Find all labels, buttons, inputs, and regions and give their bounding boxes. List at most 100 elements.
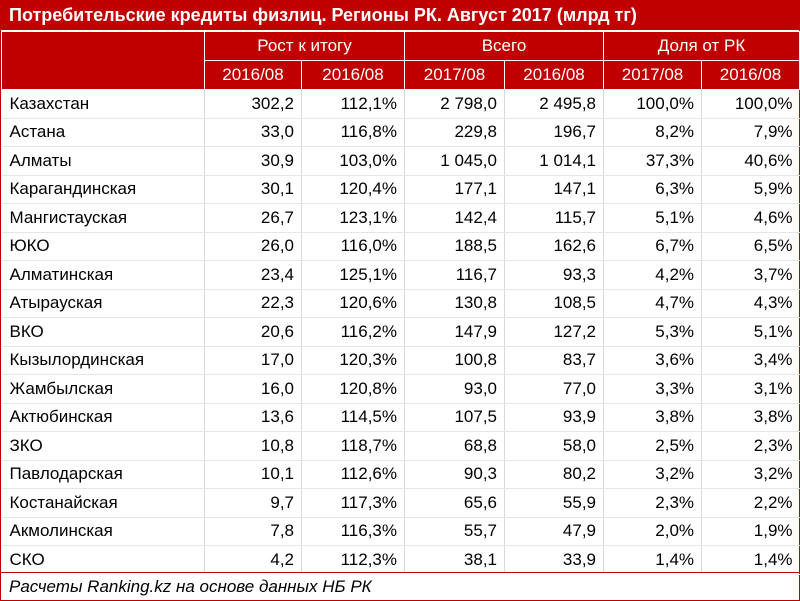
value-cell: 116,3%: [301, 517, 405, 546]
value-cell: 127,2: [504, 317, 605, 347]
value-cell: 4,2%: [603, 260, 703, 290]
value-cell: 83,7: [504, 346, 605, 375]
value-cell: 90,3: [404, 460, 505, 489]
value-cell: 118,7%: [301, 431, 405, 461]
value-cell: 302,2: [204, 89, 302, 119]
table-row: Мангистауская 26,7 123,1% 142,4 115,7 5,1% 4,6…: [1, 203, 800, 233]
table-row: Алматинская 23,4 125,1% 116,7 93,3 4,2% 3,7%: [1, 260, 800, 290]
value-cell: 114,5%: [301, 403, 405, 432]
value-cell: 55,9: [504, 488, 605, 518]
table-body: Казахстан 302,2 112,1% 2 798,0 2 495,8 100,0%…: [1, 89, 800, 575]
value-cell: 1 045,0: [404, 146, 505, 176]
value-cell: 58,0: [504, 431, 605, 461]
value-cell: 100,0%: [603, 89, 703, 119]
region-name-cell: Костанайская: [1, 488, 205, 518]
value-cell: 20,6: [204, 317, 302, 347]
value-cell: 5,1%: [701, 317, 800, 347]
source-note: Расчеты Ranking.kz на основе данных НБ Р…: [1, 572, 799, 600]
value-cell: 3,8%: [701, 403, 800, 432]
region-name-cell: ЮКО: [1, 232, 205, 261]
value-cell: 7,9%: [701, 118, 800, 147]
table-row: Карагандинская 30,1 120,4% 177,1 147,1 6,3% 5,…: [1, 175, 800, 204]
value-cell: 93,3: [504, 260, 605, 290]
value-cell: 1,9%: [701, 517, 800, 546]
value-cell: 2 495,8: [504, 89, 605, 119]
table-row: ВКО 20,6 116,2% 147,9 127,2 5,3% 5,1%: [1, 317, 800, 347]
table-title: Потребительские кредиты физлиц. Регионы …: [1, 1, 799, 31]
value-cell: 3,6%: [603, 346, 703, 375]
value-cell: 9,7: [204, 488, 302, 518]
value-cell: 117,3%: [301, 488, 405, 518]
value-cell: 5,9%: [701, 175, 800, 204]
value-cell: 1 014,1: [504, 146, 605, 176]
group-header-total: Всего: [403, 31, 605, 61]
value-cell: 147,9: [404, 317, 505, 347]
value-cell: 123,1%: [301, 203, 405, 233]
group-header-row: Рост к итогу Всего Доля от РК: [1, 31, 800, 90]
value-cell: 116,8%: [301, 118, 405, 147]
region-name-cell: Алматинская: [1, 260, 205, 290]
value-cell: 115,7: [504, 203, 605, 233]
table-row: Жамбылская 16,0 120,8% 93,0 77,0 3,3% 3,1%: [1, 374, 800, 404]
value-cell: 2,2%: [701, 488, 800, 518]
region-name-cell: Кызылординская: [1, 346, 205, 375]
value-cell: 2 798,0: [404, 89, 505, 119]
value-cell: 77,0: [504, 374, 605, 404]
region-name-cell: СКО: [1, 545, 205, 575]
value-cell: 65,6: [404, 488, 505, 518]
value-cell: 55,7: [404, 517, 505, 546]
value-cell: 33,9: [504, 545, 605, 575]
value-cell: 142,4: [404, 203, 505, 233]
value-cell: 116,7: [404, 260, 505, 290]
value-cell: 33,0: [204, 118, 302, 147]
table-row: Астана 33,0 116,8% 229,8 196,7 8,2% 7,9%: [1, 118, 800, 147]
region-name-cell: ВКО: [1, 317, 205, 347]
value-cell: 3,8%: [603, 403, 703, 432]
region-name-cell: Павлодарская: [1, 460, 205, 489]
table-row: СКО 4,2 112,3% 38,1 33,9 1,4% 1,4%: [1, 545, 800, 575]
value-cell: 4,6%: [701, 203, 800, 233]
value-cell: 120,4%: [301, 175, 405, 204]
value-cell: 2,0%: [603, 517, 703, 546]
value-cell: 7,8: [204, 517, 302, 546]
value-cell: 93,0: [404, 374, 505, 404]
region-name-cell: Астана: [1, 118, 205, 147]
region-name-cell: Карагандинская: [1, 175, 205, 204]
value-cell: 10,1: [204, 460, 302, 489]
table-row: Алматы 30,9 103,0% 1 045,0 1 014,1 37,3% 40,6%: [1, 146, 800, 176]
value-cell: 120,8%: [301, 374, 405, 404]
value-cell: 4,7%: [603, 289, 703, 318]
value-cell: 4,2: [204, 545, 302, 575]
period-header: 2017/08: [603, 60, 703, 90]
period-header: 2016/08: [701, 60, 800, 90]
value-cell: 120,3%: [301, 346, 405, 375]
period-header-row: 2016/08 2016/08 2017/08 2016/08 2017/08 …: [2, 60, 800, 90]
value-cell: 3,1%: [701, 374, 800, 404]
value-cell: 68,8: [404, 431, 505, 461]
value-cell: 229,8: [404, 118, 505, 147]
value-cell: 103,0%: [301, 146, 405, 176]
value-cell: 3,7%: [701, 260, 800, 290]
region-name-cell: Атырауская: [1, 289, 205, 318]
value-cell: 13,6: [204, 403, 302, 432]
region-header-cell: [1, 31, 205, 90]
value-cell: 125,1%: [301, 260, 405, 290]
period-header: 2017/08: [404, 60, 505, 90]
table-row: Атырауская 22,3 120,6% 130,8 108,5 4,7% 4,3%: [1, 289, 800, 318]
value-cell: 26,7: [204, 203, 302, 233]
region-name-cell: Акмолинская: [1, 517, 205, 546]
value-cell: 38,1: [404, 545, 505, 575]
table-row: Казахстан 302,2 112,1% 2 798,0 2 495,8 100,0%…: [1, 89, 800, 119]
value-cell: 162,6: [504, 232, 605, 261]
value-cell: 40,6%: [701, 146, 800, 176]
value-cell: 5,1%: [603, 203, 703, 233]
value-cell: 30,9: [204, 146, 302, 176]
region-name-cell: Алматы: [1, 146, 205, 176]
table-row: ЮКО 26,0 116,0% 188,5 162,6 6,7% 6,5%: [1, 232, 800, 261]
value-cell: 188,5: [404, 232, 505, 261]
value-cell: 2,3%: [701, 431, 800, 461]
period-header: 2016/08: [204, 60, 302, 90]
value-cell: 8,2%: [603, 118, 703, 147]
table-row: Акмолинская 7,8 116,3% 55,7 47,9 2,0% 1,9%: [1, 517, 800, 546]
value-cell: 23,4: [204, 260, 302, 290]
